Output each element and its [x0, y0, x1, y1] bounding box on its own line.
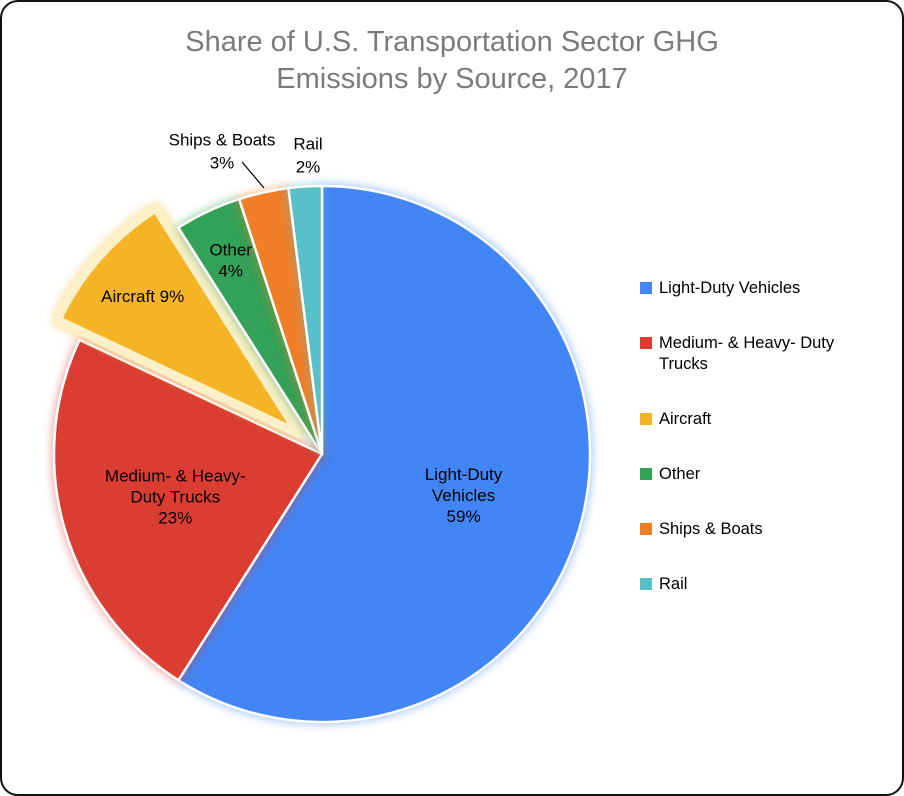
legend-swatch-aircraft — [640, 413, 652, 425]
slice-label-aircraft: Aircraft 9% — [101, 286, 184, 305]
legend-swatch-medium-heavy-duty-trucks — [640, 337, 652, 349]
legend-label-medium-heavy-duty-trucks: Medium- & Heavy- Duty Trucks — [659, 334, 835, 373]
legend-item-aircraft: Aircraft — [640, 409, 886, 430]
pie-slice-rail — [287, 184, 324, 456]
legend-item-light-duty-vehicles: Light-Duty Vehicles — [640, 278, 886, 299]
legend-swatch-other — [640, 468, 652, 480]
leader-line-ships-boats — [241, 161, 265, 189]
legend-item-medium-heavy-duty-trucks: Medium- & Heavy- Duty Trucks — [640, 333, 886, 375]
legend-label-rail: Rail — [659, 575, 688, 593]
chart-legend: Light-Duty Vehicles Medium- & Heavy- Duty… — [640, 278, 886, 595]
pie-slice-aircraft — [52, 203, 304, 439]
pie-slice-light-duty-vehicles — [177, 184, 592, 724]
legend-swatch-ships-boats — [640, 523, 652, 535]
legend-item-other: Other — [640, 464, 886, 485]
slice-label-other: Other 4% — [209, 240, 252, 280]
slice-label-ships-boats: Ships & Boats 3% — [169, 130, 276, 172]
legend-label-aircraft: Aircraft — [659, 410, 712, 428]
legend-label-ships-boats: Ships & Boats — [659, 520, 763, 538]
pie-slice-medium-heavy-duty-trucks — [52, 338, 324, 682]
chart-title: Share of U.S. Transportation Sector GHG … — [2, 24, 902, 98]
chart-title-line-2: Emissions by Source, 2017 — [276, 63, 628, 95]
legend-label-other: Other — [659, 465, 701, 483]
legend-swatch-rail — [640, 578, 652, 590]
legend-label-light-duty-vehicles: Light-Duty Vehicles — [659, 279, 801, 297]
legend-swatch-light-duty-vehicles — [640, 282, 652, 294]
slice-label-rail: Rail 2% — [293, 134, 322, 176]
slice-label-medium-heavy-duty-trucks: Medium- & Heavy-Duty Trucks 23% — [105, 466, 246, 527]
slice-label-light-duty-vehicles: Light-Duty Vehicles 59% — [425, 465, 503, 526]
chart-title-line-1: Share of U.S. Transportation Sector GHG — [185, 26, 719, 58]
legend-item-ships-boats: Ships & Boats — [640, 519, 886, 540]
legend-item-rail: Rail — [640, 574, 886, 595]
